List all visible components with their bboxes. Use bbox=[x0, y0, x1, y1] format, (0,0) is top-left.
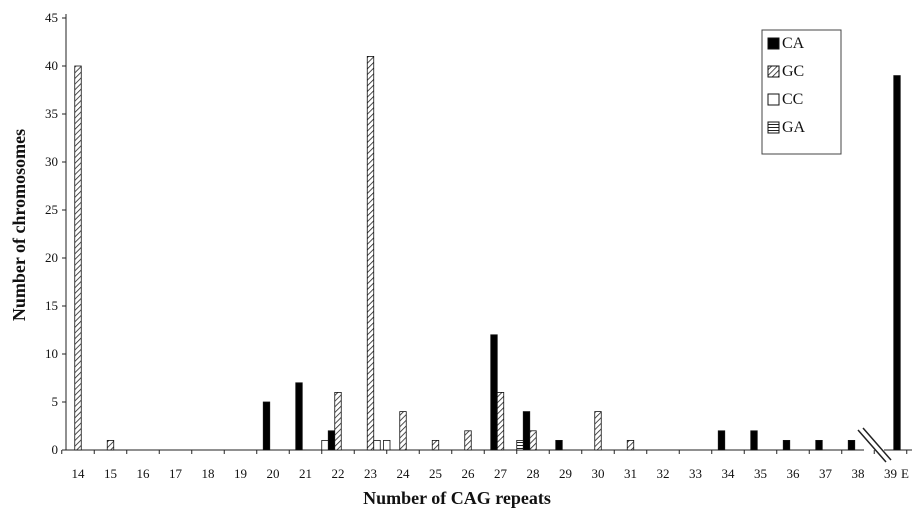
x-tick-label: 20 bbox=[267, 466, 280, 481]
bar-ca bbox=[295, 382, 303, 451]
bar-gc bbox=[529, 430, 537, 451]
bar-ca bbox=[782, 439, 791, 451]
x-tick-label: 18 bbox=[202, 466, 215, 481]
x-tick-label: 29 bbox=[559, 466, 572, 481]
bar-gc bbox=[431, 439, 440, 451]
bar-ca bbox=[717, 430, 726, 451]
x-tick-label: 24 bbox=[397, 466, 411, 481]
x-tick-label: 28 bbox=[527, 466, 540, 481]
bar-ca bbox=[490, 334, 498, 451]
x-tick-label: 26 bbox=[462, 466, 476, 481]
legend-label-ca: CA bbox=[782, 35, 805, 52]
x-axis-title: Number of CAG repeats bbox=[363, 488, 551, 508]
y-tick-label: 5 bbox=[52, 394, 59, 409]
bar-ca bbox=[847, 439, 856, 451]
bar-ca bbox=[893, 75, 901, 451]
y-tick-label: 25 bbox=[45, 202, 58, 217]
legend-label-ga: GA bbox=[782, 119, 806, 136]
bar-ca bbox=[262, 401, 271, 451]
bar-gc bbox=[594, 411, 602, 451]
x-tick-label: 17 bbox=[169, 466, 183, 481]
bar-ga bbox=[516, 439, 524, 451]
bar-ca bbox=[815, 439, 823, 451]
bar-ca bbox=[522, 411, 531, 451]
legend-label-cc: CC bbox=[782, 91, 803, 108]
legend-swatch-ca bbox=[767, 37, 780, 50]
bar-ca bbox=[327, 430, 336, 451]
x-tick-label: 30 bbox=[592, 466, 605, 481]
x-tick-label: 19 bbox=[234, 466, 247, 481]
x-tick-label: 27 bbox=[494, 466, 508, 481]
x-tick-label: 36 bbox=[787, 466, 801, 481]
y-tick-label: 10 bbox=[45, 346, 58, 361]
x-tick-label: E bbox=[901, 466, 909, 481]
bar-gc bbox=[496, 391, 505, 451]
x-tick-label: 21 bbox=[299, 466, 312, 481]
y-tick-label: 0 bbox=[52, 442, 59, 457]
legend-swatch-ga bbox=[767, 121, 780, 134]
axis-break-mark bbox=[857, 429, 887, 463]
y-tick-label: 20 bbox=[45, 250, 58, 265]
x-tick-label: 33 bbox=[689, 466, 702, 481]
axis-break-mark bbox=[862, 427, 892, 461]
bars bbox=[74, 56, 901, 451]
bar-gc bbox=[334, 391, 342, 451]
x-ticks: 14 15 16 17 18 19 20 21 22 23 24 25 26 27 28 29 30 31 32 33… bbox=[61, 450, 909, 481]
bar-cc bbox=[373, 439, 381, 451]
y-axis-title: Number of chromosomes bbox=[9, 129, 29, 321]
legend-swatch-cc bbox=[767, 93, 780, 106]
bar-ca bbox=[750, 430, 758, 451]
bar-gc bbox=[626, 439, 635, 451]
bar-ca bbox=[555, 439, 563, 451]
legend-label-gc: GC bbox=[782, 63, 804, 80]
x-tick-label: 23 bbox=[364, 466, 377, 481]
y-tick-label: 30 bbox=[45, 154, 58, 169]
bar-gc bbox=[366, 56, 375, 451]
x-tick-label: 15 bbox=[104, 466, 117, 481]
legend-swatch-gc bbox=[767, 65, 780, 78]
x-tick-label: 35 bbox=[754, 466, 767, 481]
bar-gc bbox=[106, 439, 115, 451]
x-tick-label: 34 bbox=[722, 466, 736, 481]
x-tick-label: 32 bbox=[657, 466, 670, 481]
x-tick-label: 31 bbox=[624, 466, 637, 481]
y-tick-label: 40 bbox=[45, 58, 58, 73]
y-tick-label: 15 bbox=[45, 298, 58, 313]
y-tick-label: 45 bbox=[45, 10, 58, 25]
x-tick-label: 37 bbox=[819, 466, 833, 481]
x-tick-label: 38 bbox=[852, 466, 865, 481]
bar-cc bbox=[321, 439, 329, 451]
x-tick-label: 14 bbox=[72, 466, 86, 481]
x-tick-label: 22 bbox=[332, 466, 345, 481]
bar-gc bbox=[74, 65, 82, 451]
axis-break bbox=[857, 427, 892, 463]
x-tick-label: 39 bbox=[884, 466, 897, 481]
bar-gc bbox=[399, 411, 407, 451]
x-tick-label: 16 bbox=[137, 466, 151, 481]
bar-gc bbox=[464, 430, 472, 451]
y-ticks: 0 5 10 15 20 25 30 35 40 45 bbox=[45, 10, 66, 457]
x-tick-label: 25 bbox=[429, 466, 442, 481]
bar-cc bbox=[383, 439, 391, 451]
legend: CA GC CC GA bbox=[761, 29, 842, 155]
y-tick-label: 35 bbox=[45, 106, 58, 121]
